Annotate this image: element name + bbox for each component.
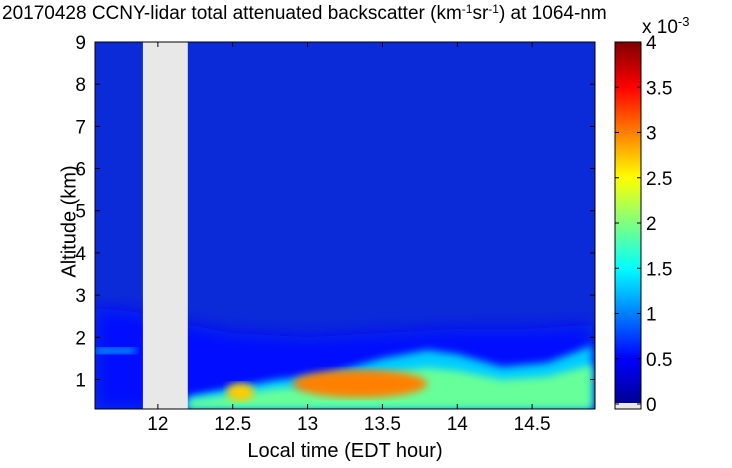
colorbar-tick-label: 3.5 — [646, 78, 672, 99]
y-tick-label: 8 — [75, 75, 86, 96]
x-tick-label: 14 — [447, 414, 469, 435]
x-tick-label: 13.5 — [364, 414, 401, 435]
colorbar-tick-label: 1.5 — [646, 259, 672, 280]
colorbar-frame — [614, 41, 642, 410]
colorbar-tick-label: 0.5 — [646, 350, 672, 371]
colorbar-multiplier-exponent: -3 — [677, 14, 690, 29]
residual-layer-band — [95, 347, 136, 354]
x-axis: 12 12.5 13 13.5 14 14.5 — [147, 42, 551, 435]
title-text-1: 20170428 CCNY-lidar total attenuated bac… — [2, 3, 462, 24]
y-axis: 1 2 3 4 5 6 7 8 9 — [75, 33, 595, 391]
chart-title: 20170428 CCNY-lidar total attenuated bac… — [0, 3, 732, 25]
x-tick-label: 13 — [297, 414, 318, 435]
x-tick-label: 14.5 — [514, 414, 551, 435]
aerosol-peak-region — [292, 369, 428, 398]
colorbar-tick-label: 4 — [646, 33, 657, 54]
y-tick-label: 4 — [75, 244, 86, 265]
y-tick-label: 6 — [75, 160, 86, 181]
colorbar-tick-label: 2 — [646, 214, 657, 235]
colorbar-tick-label: 1 — [646, 305, 657, 326]
colorbar: 0 0.5 1 1.5 2 2.5 3 3.5 4 — [614, 33, 672, 416]
colorbar-ticks: 0 0.5 1 1.5 2 2.5 3 3.5 4 — [615, 33, 672, 416]
y-axis-label: Altitude (km) — [58, 165, 81, 278]
y-tick-label: 7 — [75, 117, 86, 138]
y-tick-label: 1 — [75, 370, 86, 391]
y-tick-label: 2 — [75, 328, 86, 349]
title-exponent-1: -1 — [461, 2, 473, 16]
heatmap-layer — [95, 42, 593, 409]
colorbar-tick-label: 0 — [646, 395, 657, 416]
colorbar-tick-label: 3 — [646, 124, 657, 145]
colorbar-multiplier-base: x 10 — [642, 17, 678, 38]
x-tick-label: 12 — [147, 414, 168, 435]
no-data-gap — [142, 42, 188, 409]
plot-frame — [94, 41, 596, 410]
y-tick-label: 3 — [75, 286, 86, 307]
y-tick-label: 9 — [75, 33, 86, 54]
colorbar-nodata-swatch — [615, 403, 641, 409]
title-exponent-2: -1 — [488, 2, 499, 16]
x-tick-label: 12.5 — [214, 414, 251, 435]
title-text-2: sr — [472, 3, 489, 24]
title-text-3: ) at 1064-nm — [498, 3, 607, 24]
x-axis-label: Local time (EDT hour) — [247, 440, 443, 462]
aerosol-peak-region-secondary — [226, 383, 255, 402]
plot-area — [94, 41, 596, 410]
colorbar-multiplier: x 10-3 — [642, 14, 690, 39]
colorbar-gradient — [615, 42, 641, 404]
y-tick-label: 5 — [75, 202, 86, 223]
colorbar-tick-label: 2.5 — [646, 169, 672, 190]
